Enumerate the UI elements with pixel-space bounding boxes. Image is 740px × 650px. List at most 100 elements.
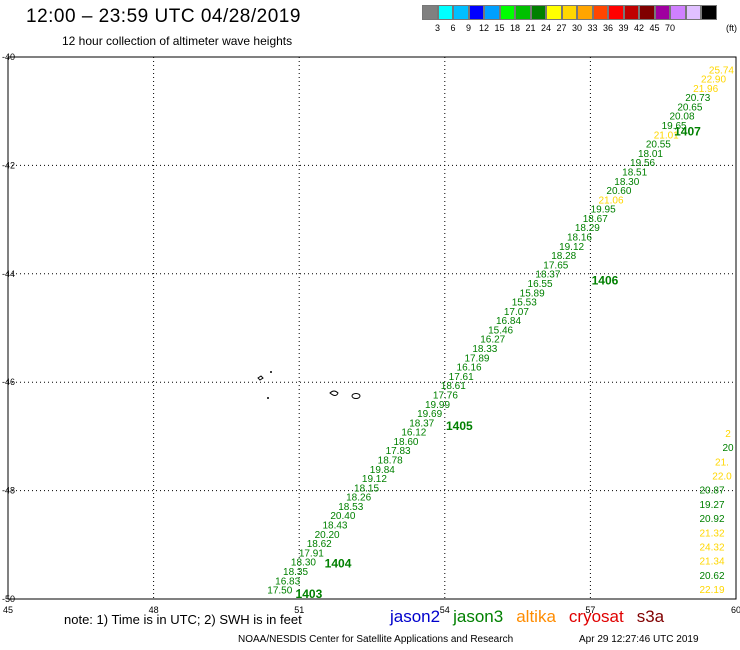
- island-shape: [351, 393, 361, 399]
- main-track: 17.5016.8318.3518.3017.9118.6220.2018.43…: [267, 65, 734, 596]
- satellite-name: jason2: [390, 607, 441, 626]
- swh-value: 18.61: [441, 381, 466, 392]
- y-tick-label: -44: [2, 269, 15, 279]
- x-tick-label: 60: [731, 605, 740, 615]
- legend-label: 27: [556, 23, 567, 33]
- swh-value: 21.96: [693, 84, 718, 95]
- legend-swatch: [670, 5, 686, 20]
- swh-value: 21.: [715, 457, 729, 468]
- legend-swatch: [623, 5, 639, 20]
- swh-value: 16.84: [496, 316, 521, 327]
- swh-value: 17.65: [543, 260, 568, 271]
- swh-value: 19.27: [699, 500, 724, 511]
- swh-value: 20.40: [330, 511, 355, 522]
- legend-swatch: [530, 5, 546, 20]
- legend-label: 42: [633, 23, 645, 33]
- swh-value: 20.62: [699, 571, 724, 582]
- satellite-legend: jason2 jason3 altika cryosat s3a: [390, 607, 677, 627]
- legend-swatch: [654, 5, 670, 20]
- satellite-name: jason3: [453, 607, 504, 626]
- swh-value: 19.84: [370, 465, 395, 476]
- orbit-number: 1406: [592, 274, 619, 288]
- legend-label: 9: [465, 23, 472, 33]
- legend-swatches: [422, 5, 717, 20]
- swh-value: 20: [722, 443, 734, 454]
- color-legend: 3 6 9 12 15 18 21 24 27 30 33 36 39 42 45 70 (ft): [422, 5, 737, 33]
- swh-value: 19.12: [559, 242, 584, 253]
- swh-value: 16.16: [457, 363, 482, 374]
- swh-value: 17.07: [504, 307, 529, 318]
- swh-value: 21.32: [699, 528, 724, 539]
- swh-value: 21.01: [654, 130, 679, 141]
- swh-value: 20.55: [646, 140, 671, 151]
- legend-swatch: [437, 5, 453, 20]
- swh-value: 19.69: [417, 409, 442, 420]
- y-tick-label: -40: [2, 52, 15, 62]
- east-track: 22.19 20.62 21.34 24.32 21.32 20.92 19.27 20.87…: [699, 429, 734, 596]
- legend-swatch: [453, 5, 469, 20]
- swh-value: 16.83: [275, 576, 300, 587]
- swh-value: 16.12: [401, 428, 426, 439]
- x-tick-label: 45: [3, 605, 13, 615]
- orbit-number: 1404: [325, 557, 352, 571]
- island-outlines: [257, 371, 361, 399]
- swh-value: 21.06: [599, 195, 624, 206]
- swh-value: 17.91: [299, 548, 324, 559]
- swh-value: 18.78: [378, 456, 403, 467]
- swh-value: 15.53: [512, 298, 537, 309]
- legend-label: 24: [540, 23, 552, 33]
- swh-value: 2: [725, 429, 731, 440]
- y-tick-label: -46: [2, 377, 15, 387]
- swh-value: 22.19: [699, 585, 724, 596]
- legend-swatch: [701, 5, 717, 20]
- orbit-number: 1403: [296, 587, 323, 601]
- swh-value: 22.90: [701, 75, 726, 86]
- y-tick-label: -42: [2, 160, 15, 170]
- swh-value: 18.15: [354, 483, 379, 494]
- swh-value: 18.30: [614, 177, 639, 188]
- legend-swatch: [546, 5, 562, 20]
- swh-value: 18.16: [567, 233, 592, 244]
- credit-line: NOAA/NESDIS Center for Satellite Applica…: [238, 634, 514, 645]
- swh-value: 18.60: [393, 437, 418, 448]
- page-title: 12:00 – 23:59 UTC 04/28/2019: [26, 6, 301, 27]
- x-tick-label: 51: [294, 605, 304, 615]
- legend-label: 18: [509, 23, 521, 33]
- legend-swatch: [468, 5, 484, 20]
- legend-label: 12: [478, 23, 490, 33]
- legend-label: 33: [587, 23, 598, 33]
- legend-labels: 3 6 9 12 15 18 21 24 27 30 33 36 39 42 45 70: [422, 23, 740, 37]
- legend-label: 30: [571, 23, 583, 33]
- swh-value: 20.65: [677, 102, 702, 113]
- swh-value: 15.46: [488, 325, 513, 336]
- swh-value: 17.89: [464, 353, 489, 364]
- legend-label: 21: [525, 23, 536, 33]
- swh-value: 18.53: [338, 502, 363, 513]
- island-shape: [257, 375, 264, 381]
- swh-value: 18.37: [409, 418, 434, 429]
- legend-swatch: [592, 5, 608, 20]
- island-shape: [329, 390, 339, 396]
- page-subtitle: 12 hour collection of altimeter wave hei…: [62, 34, 293, 48]
- legend-label: 15: [494, 23, 505, 33]
- swh-value: 17.76: [433, 390, 458, 401]
- swh-value: 18.43: [322, 521, 347, 532]
- swh-value: 18.62: [307, 539, 332, 550]
- x-tick-label: 57: [585, 605, 595, 615]
- legend-swatch: [499, 5, 515, 20]
- swh-value: 17.61: [449, 372, 474, 383]
- satellite-name: s3a: [636, 607, 665, 626]
- swh-value: 20.60: [606, 186, 631, 197]
- legend-swatch: [608, 5, 624, 20]
- orbit-number: 1405: [446, 419, 473, 433]
- satellite-name: cryosat: [568, 607, 624, 626]
- swh-value: 22.0: [712, 472, 732, 483]
- swh-value: 19.12: [362, 474, 387, 485]
- swh-value: 20.73: [685, 93, 710, 104]
- swh-value: 18.29: [575, 223, 600, 234]
- orbit-labels: 1403 1404 1405 1406 1407: [296, 125, 702, 601]
- swh-value: 19.65: [662, 121, 687, 132]
- legend-swatch: [422, 5, 438, 20]
- legend-label: 36: [602, 23, 614, 33]
